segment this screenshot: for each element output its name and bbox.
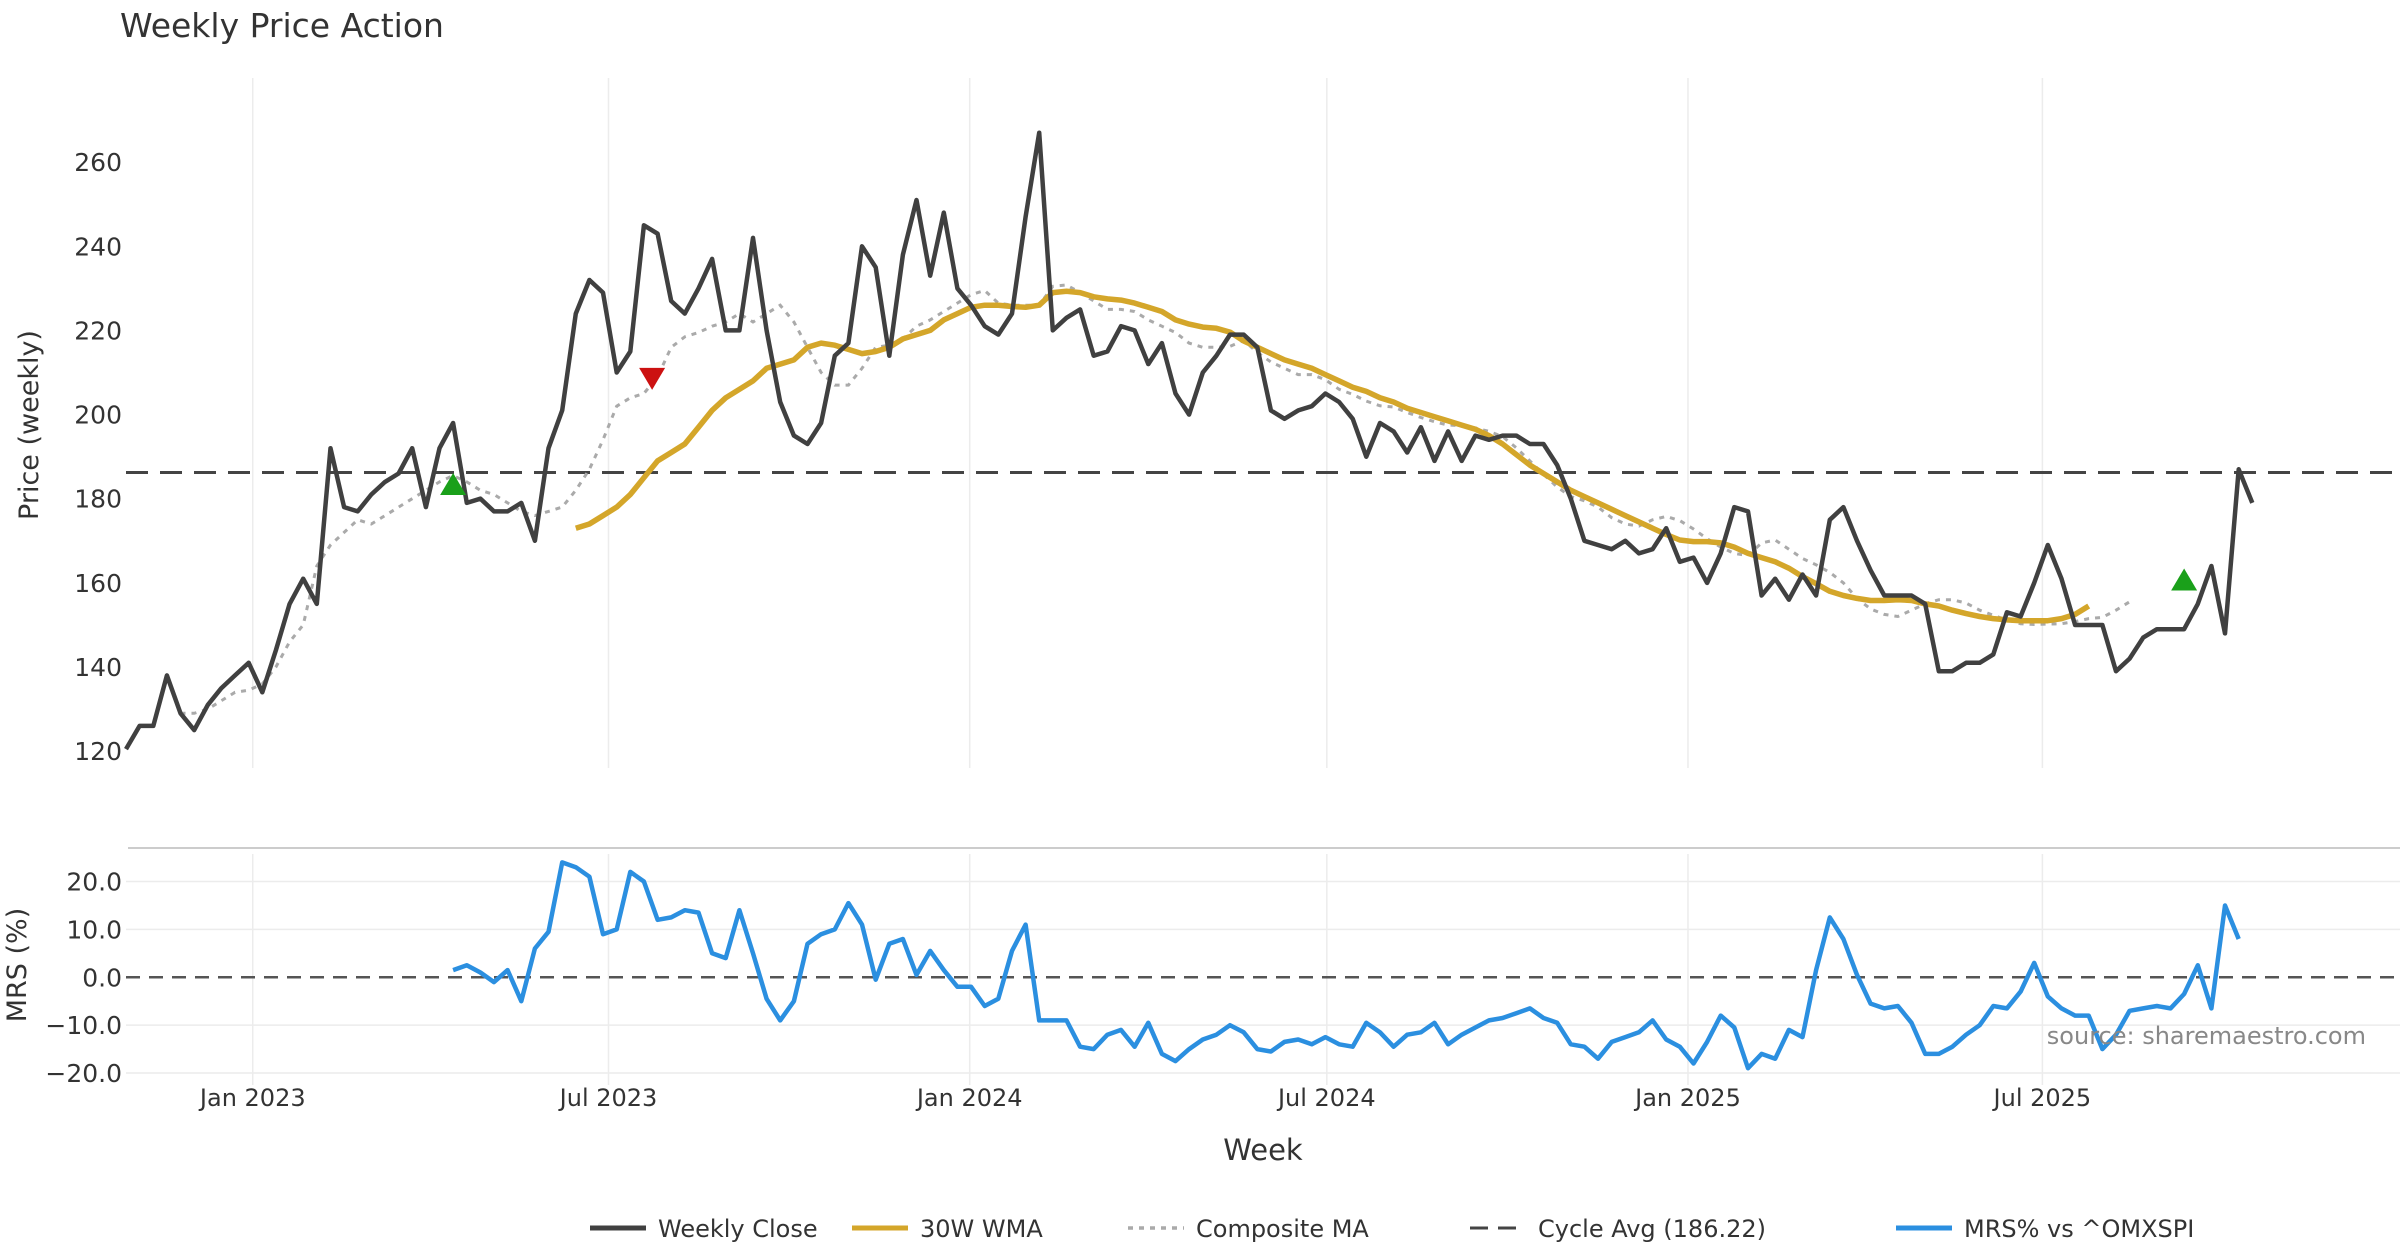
sell-signal-marker <box>639 367 666 390</box>
wma-30w-line <box>574 288 2091 624</box>
x-tick-label: Jul 2024 <box>1276 1084 1376 1112</box>
chart-title: Weekly Price Action <box>120 6 444 45</box>
mrs-y-tick-label: −10.0 <box>45 1011 122 1040</box>
price-panel-grid <box>252 78 2044 1085</box>
legend-label-cycle: Cycle Avg (186.22) <box>1538 1215 1766 1243</box>
mrs-y-tick-label: 0.0 <box>82 963 122 992</box>
x-tick-label: Jul 2025 <box>1992 1084 2092 1112</box>
legend-label-mrs: MRS% vs ^OMXSPI <box>1964 1215 2194 1243</box>
buy-signal-marker <box>440 473 467 496</box>
x-axis-label: Week <box>1223 1133 1303 1167</box>
price-y-axis-label: Price (weekly) <box>14 330 45 520</box>
price-y-tick-label: 180 <box>74 485 122 514</box>
weekly-close-line <box>124 130 2255 751</box>
composite-ma-line <box>180 283 2131 715</box>
legend: Weekly Close 30W WMA Composite MA Cycle Avg… <box>590 1215 2194 1243</box>
mrs-y-axis-label: MRS (%) <box>2 908 33 1023</box>
price-y-axis-ticks: 120 140 160 180 200 220 240 260 <box>74 148 122 766</box>
mrs-y-tick-label: 10.0 <box>66 915 122 944</box>
mrs-y-axis-ticks: 20.0 10.0 0.0 −10.0 −20.0 <box>45 868 122 1089</box>
legend-label-composite: Composite MA <box>1196 1215 1369 1243</box>
mrs-line <box>452 860 2241 1071</box>
x-axis-ticks: Jan 2023 Jul 2023 Jan 2024 Jul 2024 Jan 2025… <box>198 1084 2091 1112</box>
price-y-tick-label: 260 <box>74 148 122 177</box>
mrs-y-tick-label: 20.0 <box>66 868 122 897</box>
x-tick-label: Jan 2024 <box>915 1084 1023 1112</box>
price-y-tick-label: 200 <box>74 401 122 430</box>
signal-markers <box>440 367 2198 591</box>
mrs-panel-grid <box>126 880 2400 1074</box>
legend-label-wma: 30W WMA <box>920 1215 1043 1243</box>
legend-label-close: Weekly Close <box>658 1215 818 1243</box>
source-note: source: sharemaestro.com <box>2047 1022 2366 1050</box>
price-y-tick-label: 220 <box>74 316 122 345</box>
mrs-y-tick-label: −20.0 <box>45 1059 122 1088</box>
price-y-tick-label: 140 <box>74 653 122 682</box>
price-y-tick-label: 240 <box>74 232 122 261</box>
price-y-tick-label: 120 <box>74 737 122 766</box>
x-tick-label: Jan 2023 <box>198 1084 306 1112</box>
buy-signal-marker <box>2171 568 2198 591</box>
price-y-tick-label: 160 <box>74 569 122 598</box>
x-tick-label: Jan 2025 <box>1633 1084 1741 1112</box>
x-tick-label: Jul 2023 <box>558 1084 658 1112</box>
